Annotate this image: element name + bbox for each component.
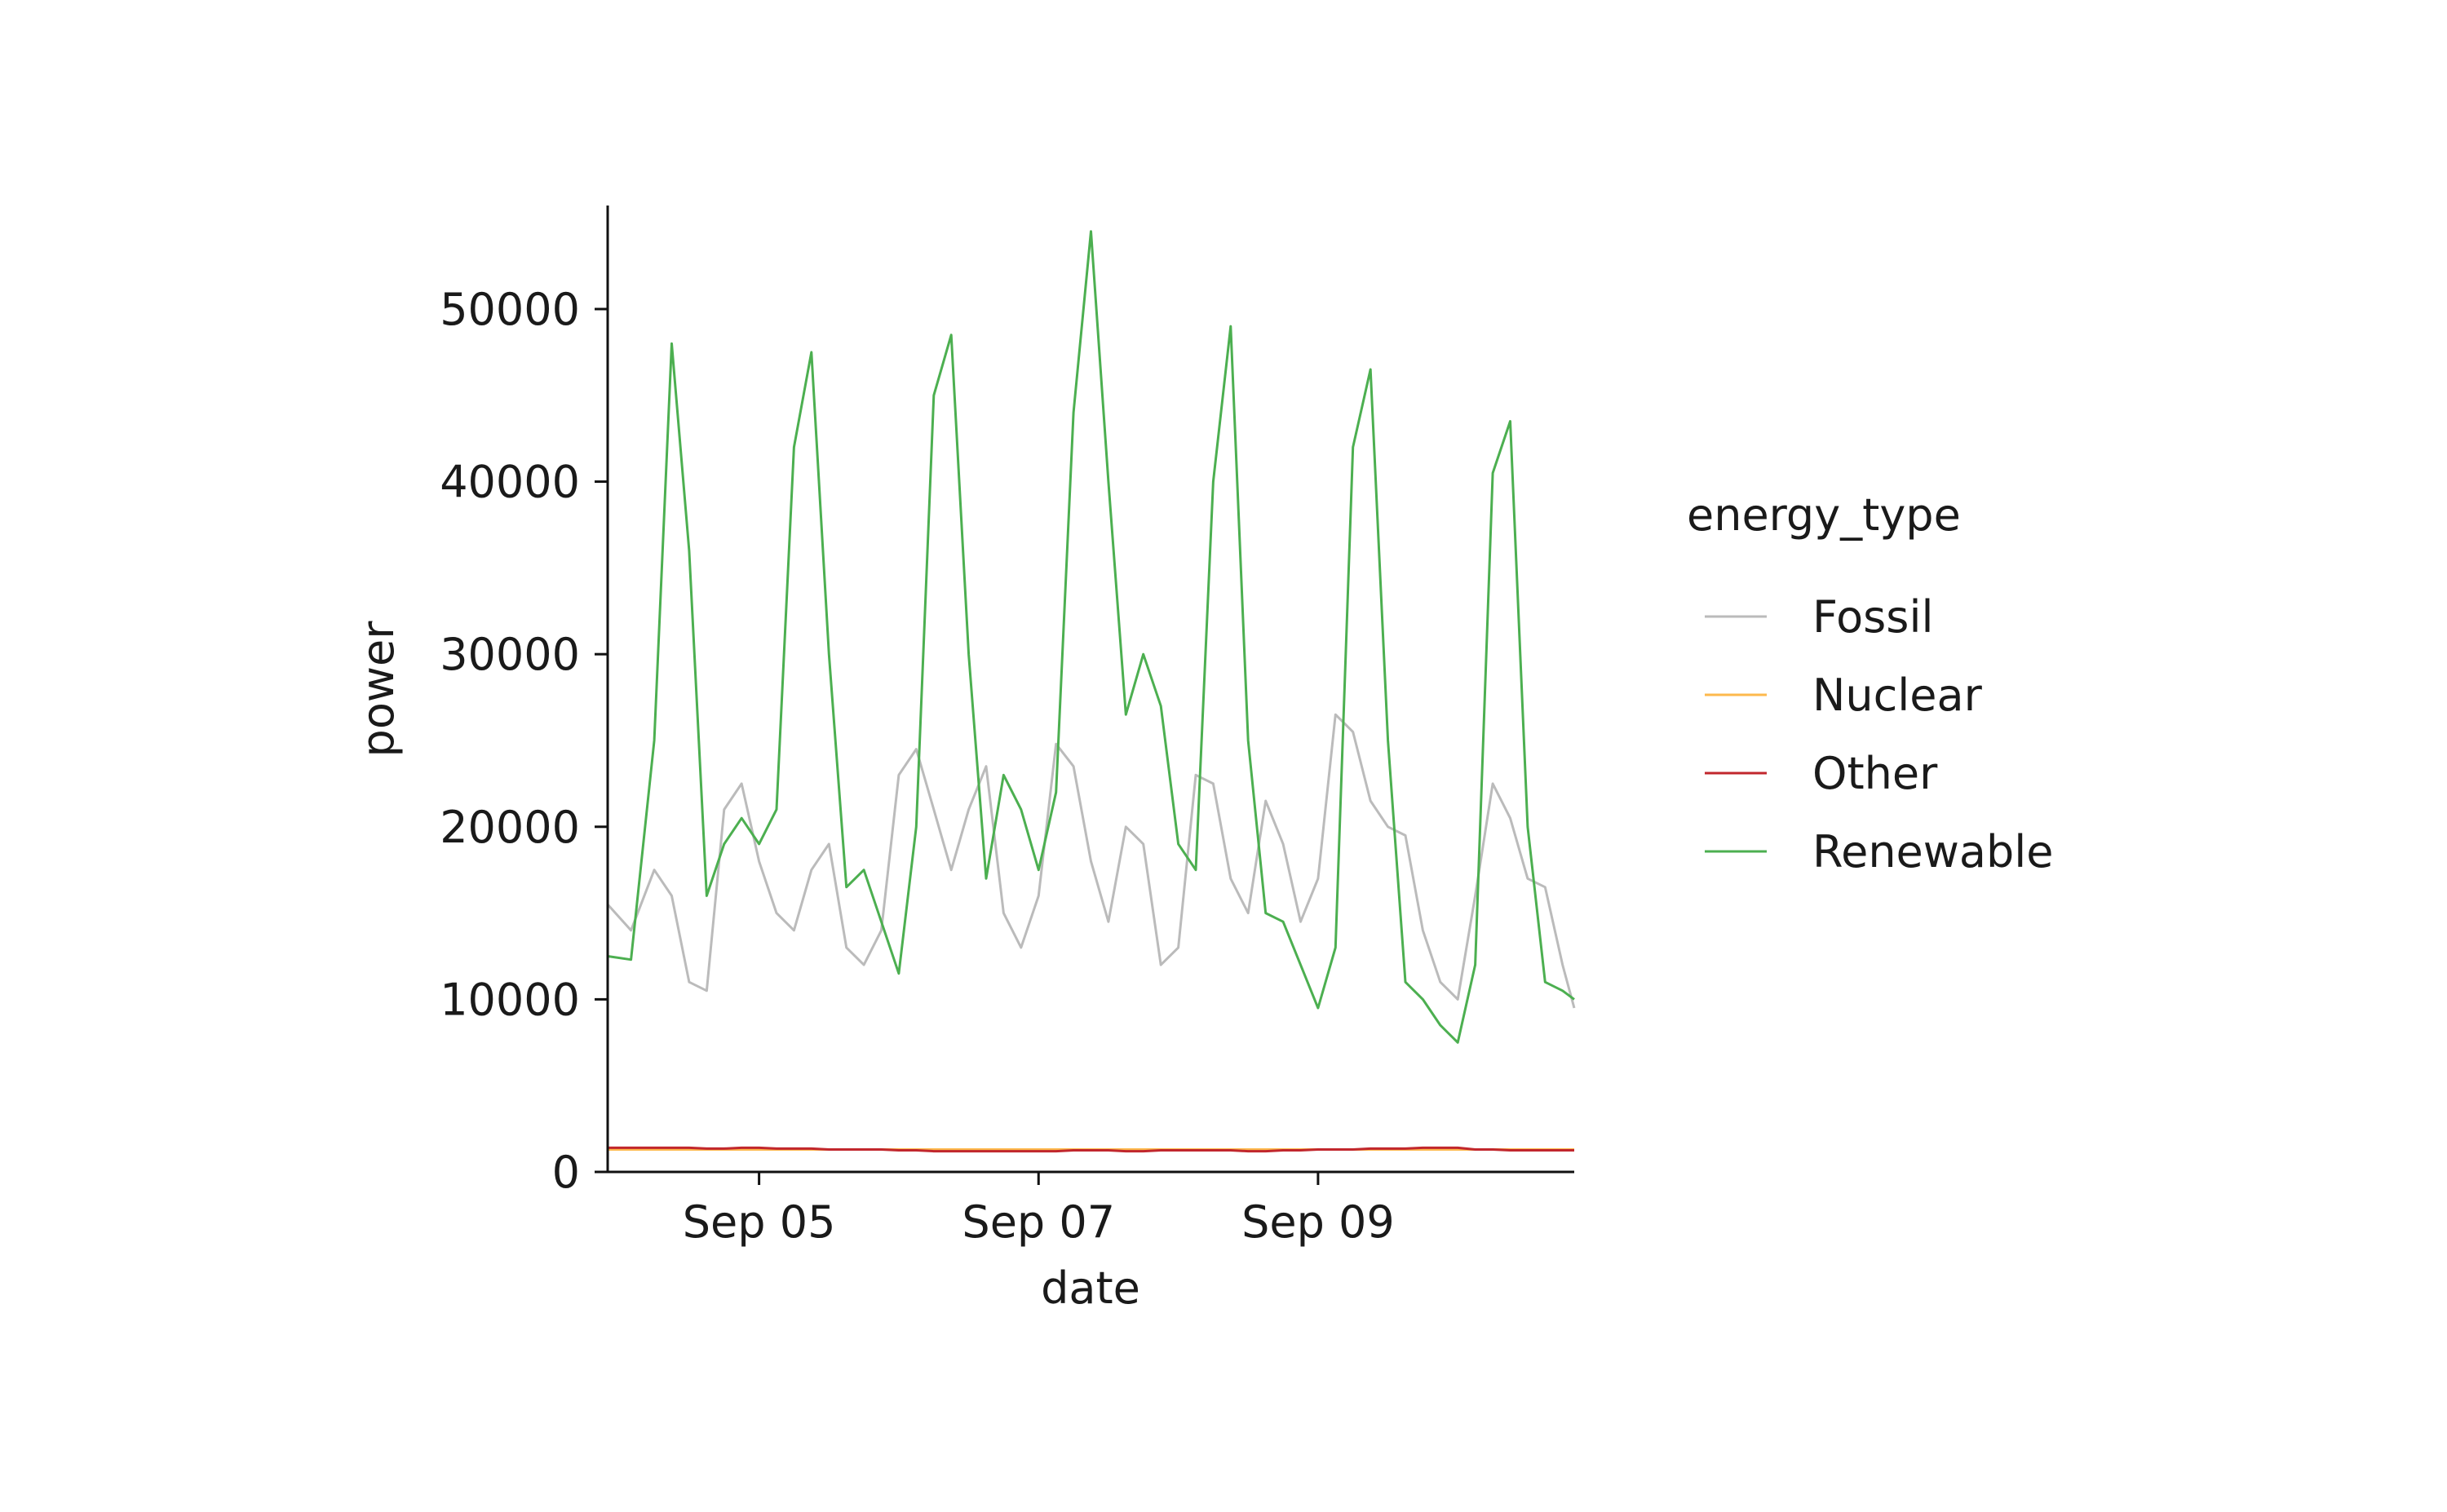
x-tick-label: Sep 05 xyxy=(683,1196,836,1248)
y-tick-label: 30000 xyxy=(440,629,580,680)
legend: energy_type Fossil Nuclear Other Renewable xyxy=(1687,489,2054,878)
y-ticks: 0 10000 20000 30000 40000 50000 xyxy=(440,284,608,1198)
legend-label-other: Other xyxy=(1812,748,1938,799)
x-tick-label: Sep 09 xyxy=(1241,1196,1395,1248)
legend-label-nuclear: Nuclear xyxy=(1812,670,1983,721)
x-axis-title: date xyxy=(1041,1262,1140,1314)
legend-title: energy_type xyxy=(1687,489,1961,541)
axes xyxy=(608,206,1574,1172)
y-tick-label: 0 xyxy=(552,1147,580,1198)
series-layer xyxy=(608,232,1574,1152)
y-tick-label: 40000 xyxy=(440,457,580,508)
series-line-fossil xyxy=(608,714,1574,1008)
x-ticks: Sep 05 Sep 07 Sep 09 xyxy=(683,1172,1395,1248)
y-tick-label: 20000 xyxy=(440,802,580,853)
y-axis-title: power xyxy=(352,621,404,758)
y-tick-label: 50000 xyxy=(440,284,580,335)
x-tick-label: Sep 07 xyxy=(962,1196,1115,1248)
legend-label-renewable: Renewable xyxy=(1812,826,2054,878)
y-tick-label: 10000 xyxy=(440,974,580,1025)
series-line-renewable xyxy=(608,232,1574,1043)
legend-label-fossil: Fossil xyxy=(1812,591,1933,643)
